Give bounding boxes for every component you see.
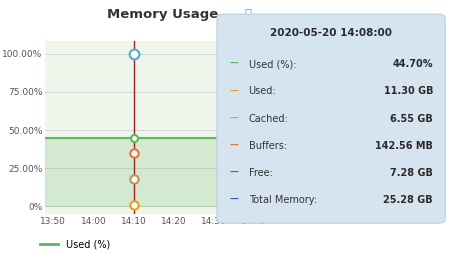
- Text: 2020-05-20 14:08:00: 2020-05-20 14:08:00: [270, 28, 391, 38]
- Text: —: —: [229, 114, 238, 123]
- Text: —: —: [229, 59, 238, 68]
- Text: Used:: Used:: [248, 86, 276, 96]
- Text: 142.56 MB: 142.56 MB: [374, 141, 432, 151]
- Text: 44.70%: 44.70%: [391, 59, 432, 69]
- Text: Used (%):: Used (%):: [248, 59, 295, 69]
- Text: 7.28 GB: 7.28 GB: [389, 168, 432, 178]
- Text: 25.28 GB: 25.28 GB: [382, 195, 432, 205]
- Text: Free:: Free:: [248, 168, 272, 178]
- Text: 11.30 GB: 11.30 GB: [382, 86, 432, 96]
- Text: —: —: [229, 86, 238, 95]
- Text: 6.55 GB: 6.55 GB: [389, 114, 432, 124]
- Text: Memory Usage: Memory Usage: [107, 8, 218, 21]
- Text: Buffers:: Buffers:: [248, 141, 286, 151]
- Legend: Used (%): Used (%): [37, 235, 114, 253]
- Text: Cached:: Cached:: [248, 114, 288, 124]
- Text: Total Memory:: Total Memory:: [248, 195, 316, 205]
- Text: —: —: [229, 168, 238, 177]
- Text: —: —: [229, 141, 238, 150]
- Text: —: —: [229, 195, 238, 204]
- Text: ❔: ❔: [244, 8, 250, 21]
